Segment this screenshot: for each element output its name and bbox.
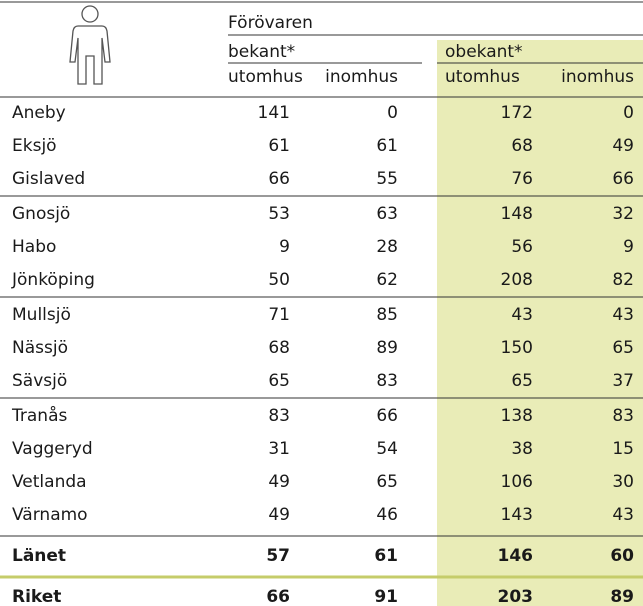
cell: 60 — [610, 546, 634, 566]
row-label: Värnamo — [12, 505, 88, 525]
cell: 30 — [612, 472, 634, 492]
cell: 61 — [268, 136, 290, 156]
cell: 9 — [623, 237, 634, 257]
cell: 50 — [268, 270, 290, 290]
row-label: Eksjö — [12, 136, 57, 156]
cell: 53 — [268, 204, 290, 224]
cell: 63 — [376, 204, 398, 224]
cell: 65 — [376, 472, 398, 492]
cell: 65 — [268, 371, 290, 391]
cell: 203 — [498, 587, 534, 606]
cell: 66 — [266, 587, 290, 606]
cell: 150 — [501, 338, 533, 358]
cell: 172 — [501, 103, 533, 123]
row-label: Nässjö — [12, 338, 68, 358]
row-label: Länet — [12, 546, 66, 566]
cell: 9 — [279, 237, 290, 257]
cell: 49 — [612, 136, 634, 156]
cell: 89 — [610, 587, 634, 606]
cell: 68 — [268, 338, 290, 358]
row-label: Vetlanda — [12, 472, 87, 492]
cell: 146 — [498, 546, 534, 566]
cell: 82 — [612, 270, 634, 290]
cell: 76 — [511, 169, 533, 189]
cell: 68 — [511, 136, 533, 156]
column-header: utomhus — [228, 67, 303, 87]
cell: 143 — [501, 505, 533, 525]
cell: 61 — [374, 546, 398, 566]
cell: 31 — [268, 439, 290, 459]
column-header: inomhus — [561, 67, 634, 87]
row-label: Vaggeryd — [12, 439, 93, 459]
cell: 141 — [258, 103, 290, 123]
cell: 49 — [268, 472, 290, 492]
cell: 66 — [268, 169, 290, 189]
column-header: inomhus — [325, 67, 398, 87]
row-label: Riket — [12, 587, 61, 606]
cell: 43 — [612, 505, 634, 525]
cell: 37 — [612, 371, 634, 391]
highlight-band — [437, 40, 643, 606]
row-label: Tranås — [11, 405, 67, 426]
cell: 65 — [612, 338, 634, 358]
row-label: Mullsjö — [12, 305, 71, 325]
cell: 28 — [376, 237, 398, 257]
row-label: Gislaved — [12, 169, 85, 189]
cell: 85 — [376, 305, 398, 325]
cell: 83 — [268, 406, 290, 426]
cell: 83 — [376, 371, 398, 391]
row-label: Aneby — [12, 103, 66, 123]
subgroup-header: bekant* — [228, 42, 295, 62]
row-label: Jönköping — [11, 270, 95, 290]
cell: 66 — [612, 169, 634, 189]
cell: 57 — [266, 546, 290, 566]
cell: 65 — [511, 371, 533, 391]
person-icon — [69, 5, 111, 85]
cell: 61 — [376, 136, 398, 156]
cell: 208 — [501, 270, 533, 290]
cell: 148 — [501, 204, 533, 224]
cell: 106 — [501, 472, 533, 492]
cell: 89 — [376, 338, 398, 358]
subgroup-header: obekant* — [445, 42, 523, 62]
cell: 56 — [511, 237, 533, 257]
row-label: Gnosjö — [12, 204, 70, 224]
cell: 62 — [376, 270, 398, 290]
cell: 0 — [623, 103, 634, 123]
cell: 138 — [501, 406, 533, 426]
cell: 32 — [612, 204, 634, 224]
row-label: Habo — [12, 237, 56, 257]
row-label: Sävsjö — [12, 371, 67, 391]
column-header: utomhus — [445, 67, 520, 87]
cell: 15 — [612, 439, 634, 459]
cell: 49 — [268, 505, 290, 525]
cell: 46 — [376, 505, 398, 525]
cell: 38 — [511, 439, 533, 459]
cell: 71 — [268, 305, 290, 325]
cell: 83 — [612, 406, 634, 426]
cell: 43 — [612, 305, 634, 325]
cell: 43 — [511, 305, 533, 325]
group-header: Förövaren — [228, 13, 313, 33]
cell: 91 — [374, 587, 398, 606]
cell: 55 — [376, 169, 398, 189]
cell: 54 — [376, 439, 398, 459]
cell: 0 — [387, 103, 398, 123]
cell: 66 — [376, 406, 398, 426]
